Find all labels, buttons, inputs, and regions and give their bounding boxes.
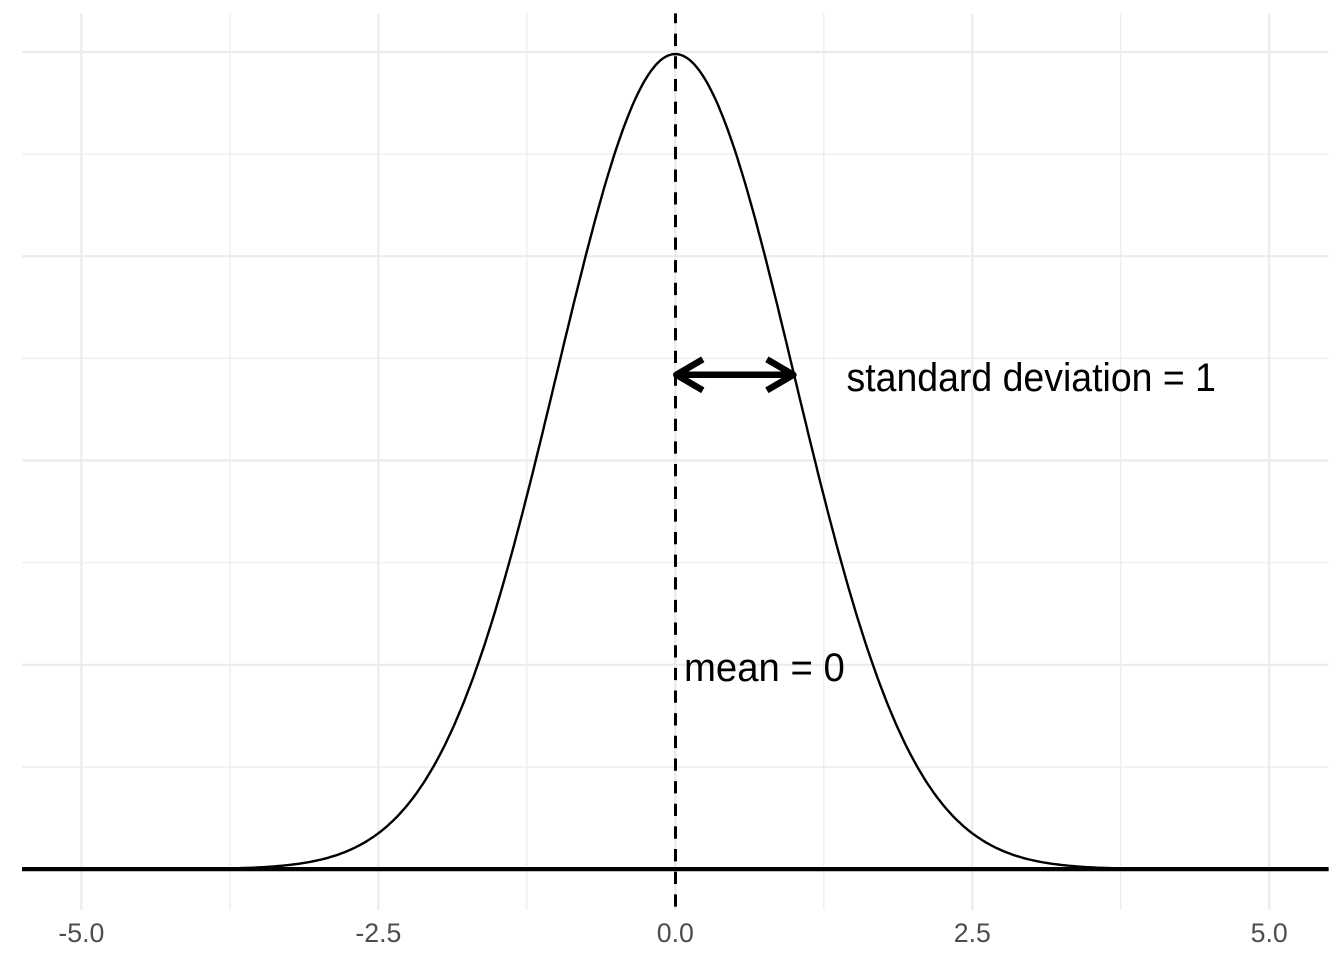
svg-text:-5.0: -5.0	[58, 918, 104, 948]
svg-text:2.5: 2.5	[954, 918, 991, 948]
svg-text:5.0: 5.0	[1251, 918, 1288, 948]
svg-text:-2.5: -2.5	[355, 918, 401, 948]
svg-text:standard deviation = 1: standard deviation = 1	[847, 356, 1216, 400]
svg-text:0.0: 0.0	[657, 918, 694, 948]
svg-text:mean = 0: mean = 0	[684, 646, 845, 690]
